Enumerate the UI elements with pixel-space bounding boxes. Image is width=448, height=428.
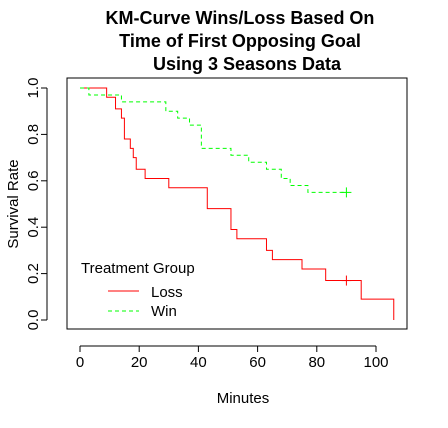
chart-title-line-1: KM-Curve Wins/Loss Based On [106, 8, 375, 28]
x-axis: 0 20 40 60 80 100 [76, 345, 389, 371]
y-tick-label: 0.6 [25, 170, 42, 191]
chart-title: KM-Curve Wins/Loss Based On Time of Firs… [106, 8, 375, 74]
x-tick-label: 80 [308, 354, 325, 371]
legend-loss-label: Loss [151, 284, 183, 301]
y-tick-label: 0.8 [25, 124, 42, 145]
x-tick-label: 60 [249, 354, 266, 371]
x-tick-label: 20 [131, 354, 148, 371]
censor-mark-win [341, 187, 352, 198]
chart-title-line-3: Using 3 Seasons Data [153, 54, 342, 74]
series-line-win [80, 87, 347, 193]
x-tick-label: 0 [76, 354, 84, 371]
x-tick-label: 100 [363, 354, 388, 371]
x-tick-label: 40 [190, 354, 207, 371]
chart-title-line-2: Time of First Opposing Goal [119, 31, 361, 51]
y-tick-label: 0.0 [25, 310, 42, 331]
legend-title: Treatment Group [81, 260, 195, 277]
y-tick-label: 0.4 [25, 217, 42, 238]
x-axis-label: Minutes [217, 390, 270, 407]
censor-mark-loss [341, 275, 352, 286]
censor-layer [341, 187, 352, 286]
y-tick-label: 1.0 [25, 78, 42, 99]
y-tick-label: 0.2 [25, 263, 42, 284]
plot-frame [66, 77, 408, 330]
series-line-loss [80, 87, 395, 320]
legend: Treatment Group Loss Win [81, 260, 195, 320]
legend-win-label: Win [151, 303, 177, 320]
series-layer [80, 87, 395, 320]
y-axis-label: Survival Rate [5, 159, 22, 248]
y-axis: 0.0 0.2 0.4 0.6 0.8 1.0 [25, 78, 48, 331]
